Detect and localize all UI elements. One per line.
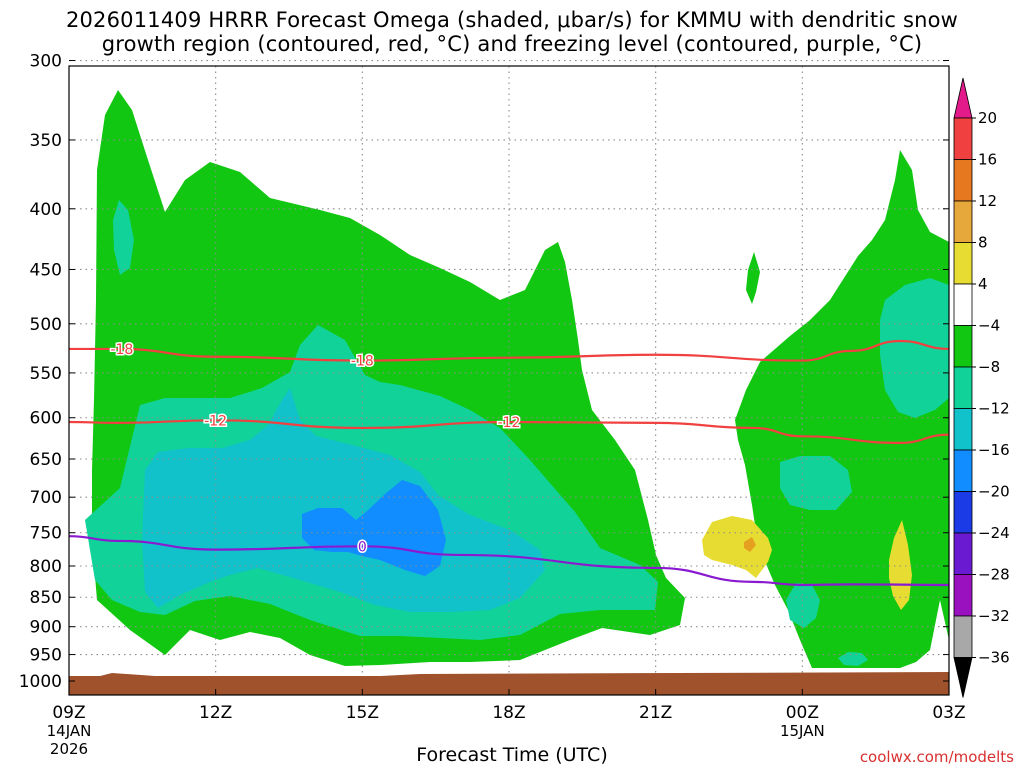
y-tick-label: 800 <box>30 557 62 577</box>
contour-label: -12 <box>204 413 227 429</box>
colorbar-label: 4 <box>978 275 988 293</box>
y-tick-label: 850 <box>30 588 62 608</box>
y-tick-label: 700 <box>30 488 62 508</box>
y-tick-label: 900 <box>30 618 62 638</box>
omega-shading <box>85 90 949 668</box>
omega-field-orange <box>744 537 756 552</box>
x-tick-label: 21Z <box>639 703 672 723</box>
y-tick-label: 650 <box>30 450 62 470</box>
colorbar-label: −8 <box>978 358 1000 376</box>
colorbar-swatch <box>953 242 973 285</box>
colorbar-swatch <box>953 117 973 160</box>
colorbar-swatch <box>953 325 973 368</box>
colorbar-label: −32 <box>978 607 1010 625</box>
contour-dgz-minus12 <box>68 419 950 444</box>
omega-field-teal-tip <box>113 200 134 275</box>
colorbar-label: −24 <box>978 524 1010 542</box>
omega-field-teal-sfc <box>838 652 868 666</box>
x-tick-year: 2026 <box>50 740 88 758</box>
omega-field-teal-low <box>786 583 820 628</box>
title-line-2: growth region (contoured, red, °C) and f… <box>101 32 923 56</box>
contour-freezing-0 <box>68 535 950 587</box>
y-axis: 2503003504004505005506006507007508008509… <box>19 52 949 692</box>
colorbar-label: 8 <box>978 234 988 252</box>
omega-field-yellow-mid <box>702 516 772 578</box>
chart-title: 2026011409 HRRR Forecast Omega (shaded, … <box>0 8 1024 56</box>
omega-field-green-small <box>746 252 760 304</box>
colorbar-top-arrow <box>953 77 973 119</box>
x-tick-label: 09Z <box>52 703 85 723</box>
x-tick-date: 14JAN <box>47 722 92 740</box>
colorbar-label: 12 <box>978 192 997 210</box>
colorbar-swatch <box>953 159 973 202</box>
colorbar-swatch <box>953 491 973 534</box>
y-tick-label: 500 <box>30 315 62 335</box>
colorbar-swatch <box>953 574 973 617</box>
x-tick-label: 03Z <box>932 703 965 723</box>
omega-field-cyan <box>142 388 545 612</box>
colorbar-label: −4 <box>978 317 1000 335</box>
y-tick-label: 950 <box>30 646 62 666</box>
colorbar-swatch <box>953 615 973 658</box>
contour-label: -12 <box>498 415 521 431</box>
contour-label: -18 <box>110 342 133 358</box>
colorbar-label: −20 <box>978 483 1010 501</box>
contour-label: -18 <box>351 354 374 370</box>
x-tick-label: 12Z <box>199 703 232 723</box>
colorbar-label: −16 <box>978 441 1010 459</box>
x-axis-title: Forecast Time (UTC) <box>416 744 608 766</box>
y-tick-label: 300 <box>30 52 62 72</box>
colorbar-label: −28 <box>978 566 1010 584</box>
colorbar-bottom-arrow <box>953 657 973 698</box>
colorbar-swatch <box>953 449 973 492</box>
colorbar-label: −36 <box>978 649 1010 667</box>
y-tick-label: 600 <box>30 409 62 429</box>
colorbar: 20 16 12 8 4 −4 −8 −12 −16 −20 −24 −28 −32 −36 <box>953 77 1010 698</box>
contour-label: 0 <box>358 539 367 555</box>
source-credit[interactable]: coolwx.com/modelts <box>859 748 1014 766</box>
colorbar-swatch <box>953 366 973 409</box>
colorbar-label: −12 <box>978 400 1010 418</box>
ground-surface <box>69 672 949 695</box>
y-tick-label: 450 <box>30 260 62 280</box>
colorbar-label: 16 <box>978 151 997 169</box>
x-tick-date: 15JAN <box>780 722 825 740</box>
omega-field-blue <box>302 480 446 576</box>
contour-dgz-minus18 <box>69 339 950 362</box>
colorbar-swatch <box>953 200 973 243</box>
contours: -18 -18 -12 -12 0 <box>68 339 950 587</box>
y-tick-label: 550 <box>30 364 62 384</box>
x-tick-label: 15Z <box>346 703 379 723</box>
x-tick-label: 00Z <box>786 703 819 723</box>
omega-field-teal-ne <box>880 278 949 418</box>
x-tick-label: 18Z <box>492 703 525 723</box>
colorbar-swatch <box>953 532 973 575</box>
y-tick-label: 750 <box>30 524 62 544</box>
y-tick-label: 400 <box>30 200 62 220</box>
colorbar-label: 20 <box>978 109 997 127</box>
omega-field-teal-mid <box>780 456 852 510</box>
omega-field-yellow-east <box>889 520 912 610</box>
colorbar-swatch <box>953 408 973 451</box>
y-tick-label: 1000 <box>19 672 62 692</box>
colorbar-swatch <box>953 283 973 326</box>
y-tick-label: 350 <box>30 131 62 151</box>
title-line-1: 2026011409 HRRR Forecast Omega (shaded, … <box>65 8 959 32</box>
